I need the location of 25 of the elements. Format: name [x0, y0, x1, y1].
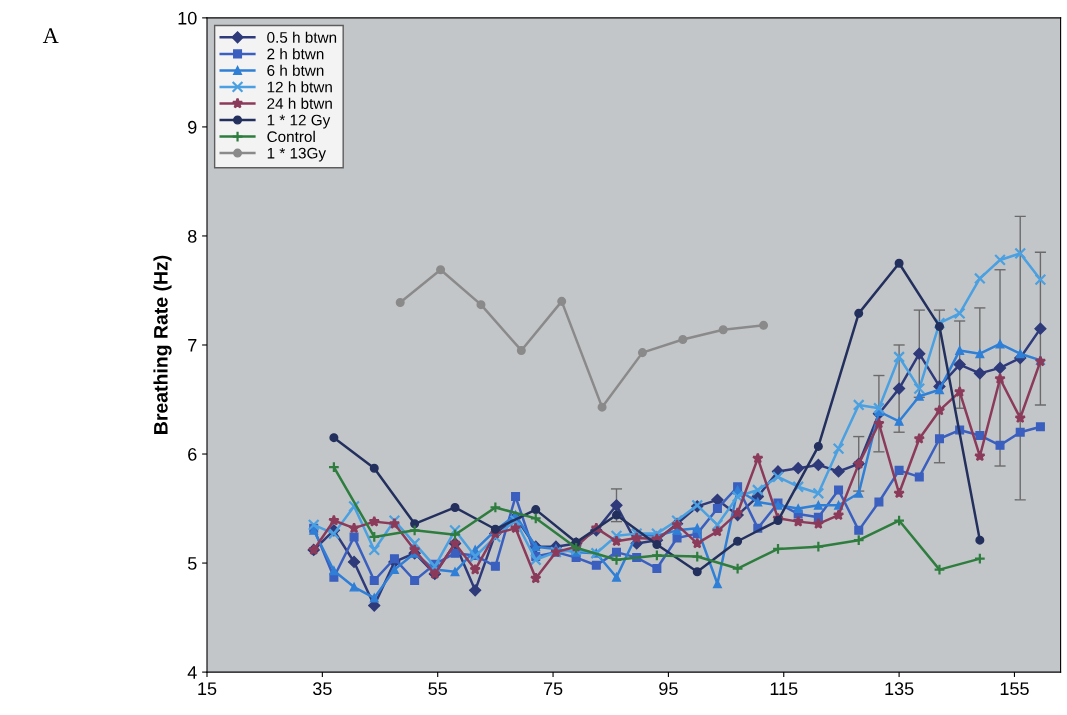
y-tick-label: 5: [187, 557, 197, 570]
legend-label: 2 h btwn: [267, 48, 324, 60]
x-tick-label: 35: [313, 682, 332, 696]
x-tick-label: 75: [543, 682, 563, 696]
x-tick-label: 155: [1000, 682, 1029, 696]
y-tick-label: 9: [188, 120, 197, 134]
text: A: [42, 28, 59, 43]
x-tick-label: 55: [428, 682, 447, 696]
y-axis-title: Breathing Rate (Hz): [153, 255, 172, 434]
legend-label: 0.5 h btwn: [267, 31, 337, 43]
legend-label: 12 h btwn: [267, 81, 332, 93]
y-tick-label: 10: [178, 11, 197, 25]
y-tick-label: 8: [188, 229, 197, 243]
legend-label: Control: [267, 130, 315, 143]
legend-label: 1 * 12 Gy: [267, 114, 331, 129]
legend-label: 6 h btwn: [267, 64, 324, 76]
x-tick-label: 15: [198, 682, 217, 696]
y-tick-label: 6: [188, 447, 197, 461]
legend-label: 24 h btwn: [267, 97, 332, 109]
x-tick-label: 115: [770, 682, 798, 696]
x-tick-label: 135: [885, 682, 914, 696]
legend-label: 1 * 13Gy: [267, 147, 326, 162]
y-tick-label: 7: [188, 339, 197, 352]
x-tick-label: 95: [659, 682, 678, 696]
y-tick-label: 4: [187, 666, 197, 679]
